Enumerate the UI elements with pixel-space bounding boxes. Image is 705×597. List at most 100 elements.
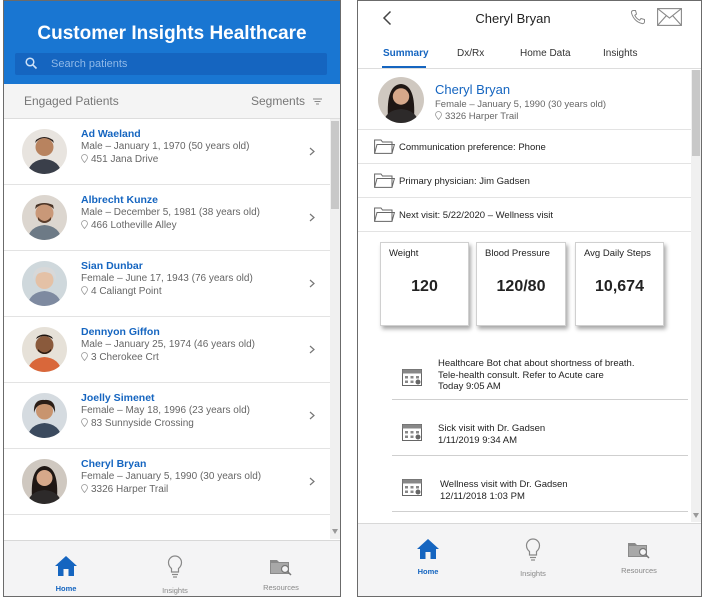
tab-home[interactable]: Home <box>388 538 468 576</box>
patient-row[interactable]: Dennyon Giffon Male – January 25, 1974 (… <box>4 317 330 383</box>
tab-resources-label: Resources <box>263 583 299 592</box>
metric-label: Weight <box>389 248 419 259</box>
profile-address-text: 3326 Harper Trail <box>445 111 519 122</box>
avatar <box>22 459 67 504</box>
primary-physician: Primary physician: Jim Gadsen <box>399 176 530 187</box>
patient-name: Dennyon Giffon <box>81 326 160 338</box>
metric-card-avg-daily-steps[interactable]: Avg Daily Steps 10,674 <box>575 242 664 326</box>
metric-value: 10,674 <box>595 278 644 295</box>
patient-address-text: 83 Sunnyside Crossing <box>91 418 194 429</box>
calendar-icon <box>402 479 422 496</box>
home-icon <box>417 539 439 559</box>
patient-list: Ad Waeland Male – January 1, 1970 (50 ye… <box>4 119 330 539</box>
scroll-down-arrow[interactable] <box>693 513 699 518</box>
tab-home[interactable]: Home <box>26 555 106 593</box>
segments-button[interactable]: Segments <box>251 94 306 108</box>
folder-icon <box>374 139 395 154</box>
metric-value: 120/80 <box>496 278 546 295</box>
scrollbar-thumb[interactable] <box>692 70 700 156</box>
map-pin-icon <box>81 418 88 427</box>
patient-address: 83 Sunnyside Crossing <box>81 418 194 429</box>
filter-icon[interactable] <box>313 98 322 105</box>
activity-timestamp: 12/11/2018 1:03 PM <box>440 490 525 502</box>
tab-resources[interactable]: Resources <box>599 540 679 575</box>
communication-preference: Communication preference: Phone <box>399 142 546 153</box>
map-pin-icon <box>81 220 88 229</box>
tab-home-data[interactable]: Home Data <box>520 48 571 59</box>
patient-profile: Cheryl Bryan Female – January 5, 1990 (3… <box>358 70 691 130</box>
next-visit: Next visit: 5/22/2020 – Wellness visit <box>399 210 554 221</box>
patient-name: Albrecht Kunze <box>81 194 159 206</box>
tab-resources-label: Resources <box>621 566 657 575</box>
avatar <box>22 195 67 240</box>
bottom-tab-bar: Home Insights Resources <box>358 523 701 596</box>
list-title: Engaged Patients <box>24 94 119 108</box>
avatar <box>22 129 67 174</box>
lightbulb-icon <box>167 555 183 578</box>
tab-dx-rx[interactable]: Dx/Rx <box>457 48 485 59</box>
activity-item[interactable]: Wellness visit with Dr. Gadsen 12/11/201… <box>392 456 688 512</box>
map-pin-icon <box>81 352 88 361</box>
lightbulb-icon <box>525 538 541 561</box>
profile-name[interactable]: Cheryl Bryan <box>435 82 511 97</box>
patient-row[interactable]: Ad Waeland Male – January 1, 1970 (50 ye… <box>4 119 330 185</box>
patient-address-text: 3326 Harper Trail <box>91 484 169 495</box>
tab-summary[interactable]: Summary <box>383 48 429 59</box>
activity-line: Sick visit with Dr. Gadsen <box>438 423 546 434</box>
avatar <box>378 77 424 123</box>
map-pin-icon <box>435 111 442 120</box>
tab-home-label: Home <box>417 567 439 576</box>
patient-address: 466 Lotheville Alley <box>81 220 177 231</box>
activity-text: Healthcare Bot chat about shortness of b… <box>438 358 634 393</box>
activity-item[interactable]: Sick visit with Dr. Gadsen 1/11/2019 9:3… <box>392 400 688 456</box>
scrollbar-thumb[interactable] <box>331 121 339 209</box>
activity-text: Sick visit with Dr. Gadsen 1/11/2019 9:3… <box>438 423 545 446</box>
metric-card-weight[interactable]: Weight 120 <box>380 242 469 326</box>
metric-card-blood-pressure[interactable]: Blood Pressure 120/80 <box>476 242 566 326</box>
patient-row[interactable]: Sian Dunbar Female – June 17, 1943 (76 y… <box>4 251 330 317</box>
scroll-down-arrow[interactable] <box>332 529 338 534</box>
back-arrow-icon[interactable] <box>382 10 392 26</box>
tab-insights[interactable]: Insights <box>603 48 638 59</box>
search-bar[interactable] <box>15 53 327 75</box>
patient-name: Sian Dunbar <box>81 260 143 272</box>
scrollbar[interactable] <box>691 70 701 522</box>
patient-row[interactable]: Joelly Simenet Female – May 18, 1996 (23… <box>4 383 330 449</box>
bottom-tab-bar: Home Insights Resources <box>4 540 340 596</box>
patient-info: Female – January 5, 1990 (30 years old) <box>81 471 262 482</box>
app-header: Customer Insights Healthcare <box>4 1 340 84</box>
patient-name: Cheryl Bryan <box>81 458 147 470</box>
metric-value: 120 <box>411 278 438 295</box>
patient-address-text: 3 Cherokee Crt <box>91 352 159 363</box>
profile-address: 3326 Harper Trail <box>435 111 518 122</box>
folder-search-icon <box>270 560 292 576</box>
page-title: Cheryl Bryan <box>475 11 551 26</box>
patient-address-text: 451 Jana Drive <box>91 154 159 165</box>
metric-label: Blood Pressure <box>485 248 550 259</box>
chevron-right-icon <box>309 345 315 354</box>
folder-search-icon <box>628 543 650 559</box>
info-row-physician: Primary physician: Jim Gadsen <box>358 164 691 198</box>
mail-icon[interactable] <box>657 8 682 26</box>
patient-info: Female – June 17, 1943 (76 years old) <box>81 273 253 284</box>
tab-insights[interactable]: Insights <box>135 555 215 595</box>
calendar-icon <box>402 424 422 441</box>
scrollbar[interactable] <box>330 119 340 539</box>
tab-insights[interactable]: Insights <box>493 538 573 578</box>
activity-text: Wellness visit with Dr. Gadsen 12/11/201… <box>440 479 568 502</box>
chevron-right-icon <box>309 279 315 288</box>
calendar-icon <box>402 369 422 386</box>
activity-timestamp: Today 9:05 AM <box>438 381 501 392</box>
activity-line: Healthcare Bot chat about shortness of b… <box>438 358 635 369</box>
tab-resources[interactable]: Resources <box>241 557 321 592</box>
patient-row[interactable]: Cheryl Bryan Female – January 5, 1990 (3… <box>4 449 330 515</box>
patient-row[interactable]: Albrecht Kunze Male – December 5, 1981 (… <box>4 185 330 251</box>
search-input[interactable] <box>51 53 321 75</box>
tab-home-label: Home <box>55 584 77 593</box>
patient-info: Female – May 18, 1996 (23 years old) <box>81 405 250 416</box>
detail-header: Cheryl Bryan <box>358 1 701 37</box>
phone-icon[interactable] <box>630 9 646 25</box>
activity-item[interactable]: Healthcare Bot chat about shortness of b… <box>392 356 688 400</box>
tab-insights-label: Insights <box>162 586 188 595</box>
tab-insights-label: Insights <box>520 569 546 578</box>
